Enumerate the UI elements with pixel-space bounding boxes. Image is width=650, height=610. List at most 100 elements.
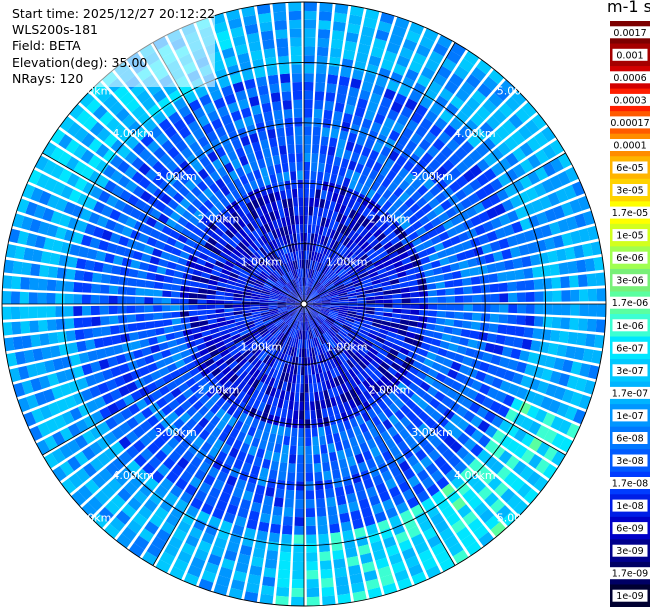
range-gate-cell [287,282,294,291]
range-gate-cell [375,173,385,185]
range-gate-cell [251,309,261,313]
range-gate-cell [304,215,308,225]
range-gate-cell [420,66,436,80]
range-gate-cell [324,163,333,174]
range-gate-cell [276,200,283,210]
range-gate-cell [523,229,536,243]
range-gate-cell [318,345,324,355]
range-gate-cell [67,217,80,230]
range-gate-cell [372,404,383,416]
range-gate-cell [378,67,391,80]
range-gate-cell [321,408,328,418]
range-gate-cell [516,315,526,326]
range-gate-cell [511,179,525,194]
range-gate-cell [377,196,387,207]
range-gate-cell [531,199,544,213]
range-gate-cell [482,137,496,152]
range-gate-cell [155,359,167,369]
range-gate-cell [336,365,344,375]
range-gate-cell [38,221,50,235]
range-gate-cell [251,199,260,209]
range-gate-cell [373,259,383,267]
range-gate-cell [314,100,324,110]
range-gate-cell [317,37,330,48]
range-gate-cell [197,135,210,148]
range-gate-cell [443,534,459,549]
range-gate-cell [329,310,339,315]
range-gate-cell [334,321,343,328]
range-gate-cell [408,153,420,165]
range-gate-cell [181,279,191,286]
range-gate-cell [197,304,207,310]
range-gate-cell [396,55,411,68]
range-gate-cell [240,269,250,276]
range-gate-cell [399,393,410,404]
range-gate-cell [305,312,308,322]
range-gate-cell [194,337,205,346]
range-gate-cell [443,421,456,434]
range-gate-cell [280,154,288,164]
range-gate-cell [353,396,362,407]
range-gate-cell [438,212,450,223]
range-ring-label: 2.00km [369,213,411,226]
range-gate-cell [198,288,208,294]
range-gate-cell [107,356,119,368]
range-gate-cell [320,569,333,579]
center-marker [300,300,308,308]
range-gate-cell [245,352,254,361]
range-gate-cell [433,204,445,216]
range-gate-cell [377,105,389,117]
range-gate-cell [241,6,256,18]
range-gate-cell [254,409,263,421]
range-gate-cell [226,280,237,286]
range-gate-cell [570,361,582,375]
range-gate-cell [388,486,401,498]
range-gate-cell [437,65,452,80]
range-gate-cell [407,326,417,333]
range-gate-cell [171,318,182,325]
range-gate-cell [348,368,357,378]
range-gate-cell [277,306,287,309]
range-gate-cell [387,193,399,205]
range-gate-cell [305,481,314,491]
range-gate-cell [50,210,63,225]
range-gate-cell [351,232,360,242]
range-gate-cell [367,332,377,340]
range-gate-cell [26,233,38,247]
range-gate-cell [271,315,281,321]
range-gate-cell [315,489,325,499]
range-gate-cell [281,288,290,295]
range-gate-cell [334,320,344,326]
range-gate-cell [274,283,283,290]
range-gate-cell [397,329,407,336]
range-gate-cell [55,197,68,212]
range-gate-cell [252,58,265,70]
range-gate-cell [363,515,376,527]
range-gate-cell [329,359,337,369]
range-gate-cell [446,139,460,152]
range-gate-cell [310,291,318,298]
range-gate-cell [260,412,269,423]
range-gate-cell [262,317,272,323]
range-gate-cell [224,122,236,134]
range-gate-cell [503,369,516,382]
range-gate-cell [389,220,400,231]
range-gate-cell [158,342,169,351]
range-gate-cell [126,287,136,296]
range-gate-cell [296,233,301,243]
range-gate-cell [285,216,291,226]
range-gate-cell [242,404,252,415]
range-gate-cell [521,256,532,268]
range-gate-cell [147,336,159,346]
range-gate-cell [346,409,355,420]
range-gate-cell [305,508,316,518]
range-gate-cell [35,361,47,376]
range-gate-cell [415,104,428,117]
range-gate-cell [302,277,304,287]
range-gate-cell [304,348,307,358]
range-gate-cell [276,321,285,328]
range-gate-cell [160,477,174,491]
range-gate-cell [304,108,313,118]
range-gate-cell [302,339,304,349]
range-gate-cell [217,281,227,288]
